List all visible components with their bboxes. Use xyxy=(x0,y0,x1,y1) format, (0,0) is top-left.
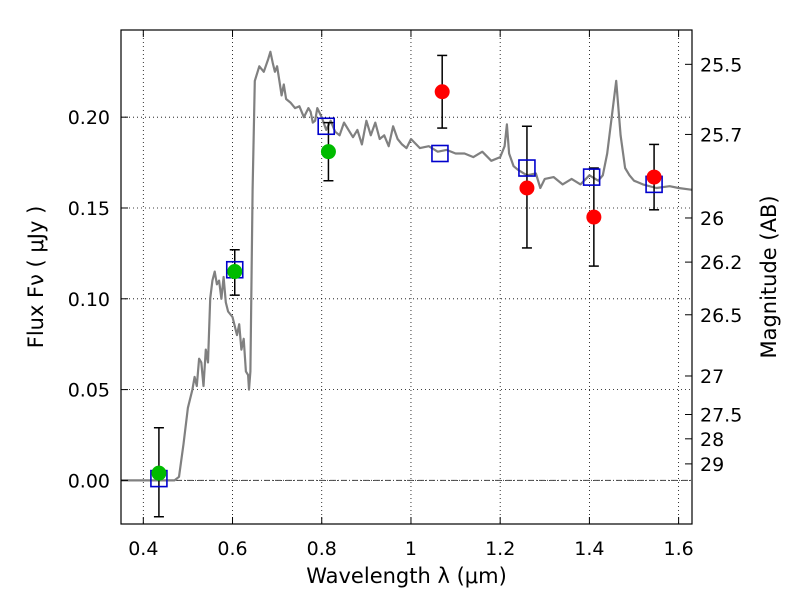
model-band-square xyxy=(582,168,601,186)
model-band-square xyxy=(518,159,536,177)
magnitude-tick-label: 25.7 xyxy=(700,124,742,146)
grid-layer xyxy=(121,30,692,524)
x-axis-label: Wavelength λ (μm) xyxy=(306,564,507,588)
green-data-point xyxy=(227,264,243,280)
y-tick-label: 0.20 xyxy=(68,107,110,129)
magnitude-tick-label: 26.5 xyxy=(700,305,742,327)
x-tick-label: 1.4 xyxy=(574,538,604,560)
magnitude-tick-label: 26.2 xyxy=(700,252,742,274)
secondary-y-axis-label: Magnitude (AB) xyxy=(757,195,781,358)
y-tick-label: 0.05 xyxy=(68,380,110,402)
x-tick-label: 1.6 xyxy=(664,538,694,560)
red-data-point xyxy=(434,84,450,100)
y-axis-label: Flux Fν ( μJy ) xyxy=(24,206,48,349)
magnitude-tick-label: 27 xyxy=(700,366,724,388)
green-data-point xyxy=(151,465,167,481)
magnitude-tick-label: 28 xyxy=(700,429,724,451)
red-data-point xyxy=(586,209,602,225)
plot-frame xyxy=(120,29,693,525)
magnitude-tick-label: 26 xyxy=(700,208,724,230)
x-tick-label: 0.8 xyxy=(307,538,337,560)
axis-ticks-layer: 0.4 0.6 0.8 1 1.2 1.4 1.6 0.00 0.05 0.10 0.15 0.20 2… xyxy=(68,30,742,560)
x-tick-label: 1.2 xyxy=(485,538,515,560)
green-data-point xyxy=(320,144,336,160)
x-tick-label: 0.6 xyxy=(217,538,247,560)
x-tick-label: 0.4 xyxy=(128,538,158,560)
red-data-point xyxy=(519,180,535,196)
model-band-square xyxy=(431,144,449,163)
y-tick-label: 0.15 xyxy=(68,198,110,220)
red-data-point xyxy=(646,169,662,185)
y-tick-label: 0.00 xyxy=(68,470,110,492)
model-band-square xyxy=(317,117,336,136)
y-tick-label: 0.10 xyxy=(68,289,110,311)
x-tick-label: 1 xyxy=(405,538,417,560)
model-sed-line xyxy=(121,50,693,482)
magnitude-tick-label: 25.5 xyxy=(700,54,742,76)
data-marks-layer xyxy=(150,54,663,518)
magnitude-tick-label: 29 xyxy=(700,454,724,476)
magnitude-tick-label: 27.5 xyxy=(700,404,742,426)
